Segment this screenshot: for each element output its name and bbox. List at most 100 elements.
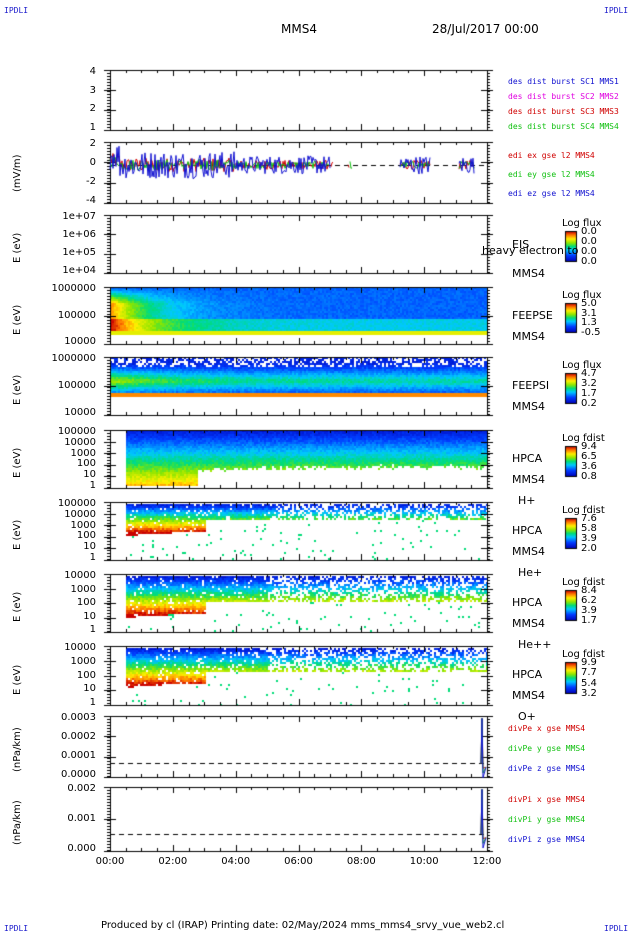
y-tick-label: 100000	[57, 309, 96, 321]
colorbar-tick-label: 3.2	[581, 688, 597, 699]
colorbar-tick-label: 0.0	[581, 226, 597, 237]
y-tick-label: 1000	[70, 519, 96, 531]
y-tick-label: 100000	[57, 498, 96, 509]
y-tick-label: 10	[83, 541, 96, 553]
colorbar-tick-label: 1.7	[581, 615, 597, 626]
y-tick-label: 1	[89, 552, 96, 563]
legend-entry: divPi x gse MMS4	[508, 795, 586, 804]
y-tick-label: 10000	[64, 436, 96, 448]
legend-entry: edi ey gse l2 MMS4	[508, 170, 595, 179]
colorbar-tick-label: 7.6	[581, 513, 597, 524]
legend-entry: divPe x gse MMS4	[508, 724, 586, 733]
y-tick-label: 1e+07	[62, 211, 96, 222]
y-axis-title: E (eV)	[12, 664, 23, 695]
colorbar-title: Log flux	[562, 360, 602, 371]
colorbar-tick-label: 6.5	[581, 451, 597, 462]
legend-entry: des dist burst SC3 MMS3	[508, 107, 619, 116]
y-tick-label: 0.0002	[61, 731, 96, 742]
y-tick-label: 10000	[64, 336, 96, 347]
species-label: He+	[518, 566, 543, 579]
y-tick-label: 0	[89, 157, 96, 168]
spacecraft-label: MMS4	[512, 617, 545, 630]
y-tick-label: 1000000	[51, 353, 96, 364]
y-axis-title: (nPa/km)	[12, 727, 23, 773]
legend-entry: des dist burst SC2 MMS2	[508, 92, 619, 101]
colorbar-title: Log fdist	[562, 649, 605, 660]
y-tick-label: 1e+04	[62, 265, 96, 276]
instrument-label: HPCA	[512, 524, 543, 537]
colorbar-tick-label: 3.9	[581, 533, 597, 544]
colorbar-tick-label: 9.9	[581, 657, 597, 668]
species-label: O+	[518, 710, 536, 723]
y-tick-label: 0.000	[67, 843, 96, 854]
legend-entry: divPe y gse MMS4	[508, 744, 586, 753]
spacecraft-label: MMS4	[512, 545, 545, 558]
y-tick-label: 1	[89, 624, 96, 635]
colorbar-title: Log flux	[562, 218, 602, 229]
y-tick-label: 1	[89, 697, 96, 708]
legend-entry: edi ex gse l2 MMS4	[508, 151, 595, 160]
legend-entry: divPi z gse MMS4	[508, 835, 586, 844]
colorbar-title: Log fdist	[562, 577, 605, 588]
y-tick-label: 1000	[70, 583, 96, 595]
y-tick-label: 1000	[70, 655, 96, 667]
y-axis-title: E (eV)	[12, 232, 23, 264]
x-tick-label: 10:00	[409, 856, 439, 867]
y-tick-label: 10000	[64, 642, 96, 653]
overlay-label: heavy electron to	[482, 244, 579, 257]
species-label: H+	[518, 494, 536, 507]
y-axis-title: E (eV)	[12, 519, 23, 551]
colorbar-tick-label: 4.7	[581, 368, 597, 379]
colorbar-tick-label: 9.4	[581, 441, 597, 452]
colorbar-title: Log flux	[562, 290, 602, 301]
corner-label-top-left: IPDLI	[4, 6, 29, 15]
legend-entry: des dist burst SC4 MMS4	[508, 122, 619, 131]
y-tick-label: 1	[89, 122, 96, 133]
y-tick-label: 100	[76, 669, 96, 681]
instrument-label: HPCA	[512, 596, 543, 609]
y-tick-label: 100000	[57, 380, 96, 391]
spacecraft-label: MMS4	[512, 400, 545, 413]
colorbar-tick-label: 0.0	[581, 256, 597, 267]
colorbar-tick-label: 0.0	[581, 236, 597, 247]
instrument-label: HPCA	[512, 668, 543, 681]
corner-label-bottom-left: IPDLI	[4, 924, 29, 933]
y-tick-label: -2	[86, 176, 96, 187]
y-tick-label: 2	[89, 103, 96, 115]
y-tick-label: 100	[76, 458, 96, 470]
corner-label-top-right: IPDLI	[604, 6, 629, 15]
colorbar-tick-label: 5.8	[581, 523, 597, 534]
colorbar-tick-label: 1.7	[581, 388, 597, 399]
y-tick-label: 10	[83, 610, 96, 622]
y-axis-title: E (eV)	[12, 374, 23, 406]
colorbar-tick-label: 3.6	[581, 461, 597, 472]
y-tick-label: 0.001	[67, 813, 96, 824]
legend-entry: divPi y gse MMS4	[508, 815, 586, 824]
colorbar-title: Log fdist	[562, 433, 605, 444]
y-tick-label: 100	[76, 530, 96, 542]
y-tick-label: 1e+05	[62, 247, 96, 258]
legend-entry: des dist burst SC1 MMS1	[508, 77, 619, 86]
x-tick-label: 04:00	[221, 856, 251, 867]
instrument-label: EIS	[512, 238, 530, 251]
colorbar-tick-label: 1.3	[581, 317, 597, 329]
y-tick-label: 4	[89, 66, 96, 77]
colorbar-tick-label: 8.4	[581, 585, 597, 596]
y-tick-label: 10000	[64, 508, 96, 520]
colorbar-tick-label: -0.5	[581, 327, 601, 338]
colorbar-tick-label: 2.0	[581, 543, 597, 554]
y-tick-label: 0.0001	[61, 750, 96, 761]
y-axis-title: (nPa/km)	[12, 799, 23, 845]
colorbar-tick-label: 0.2	[581, 398, 597, 409]
species-label: He++	[518, 638, 552, 651]
y-axis-title: E (eV)	[12, 447, 23, 479]
spacecraft-label: MMS4	[512, 330, 545, 343]
y-tick-label: 1	[89, 480, 96, 491]
y-tick-label: 2	[89, 138, 96, 149]
legend-entry: edi ez gse l2 MMS4	[508, 189, 595, 198]
mission-title: MMS4	[281, 22, 317, 36]
y-tick-label: 0.0000	[61, 769, 96, 780]
y-tick-label: 10000	[64, 407, 96, 418]
y-axis-title: E (eV)	[12, 304, 23, 335]
